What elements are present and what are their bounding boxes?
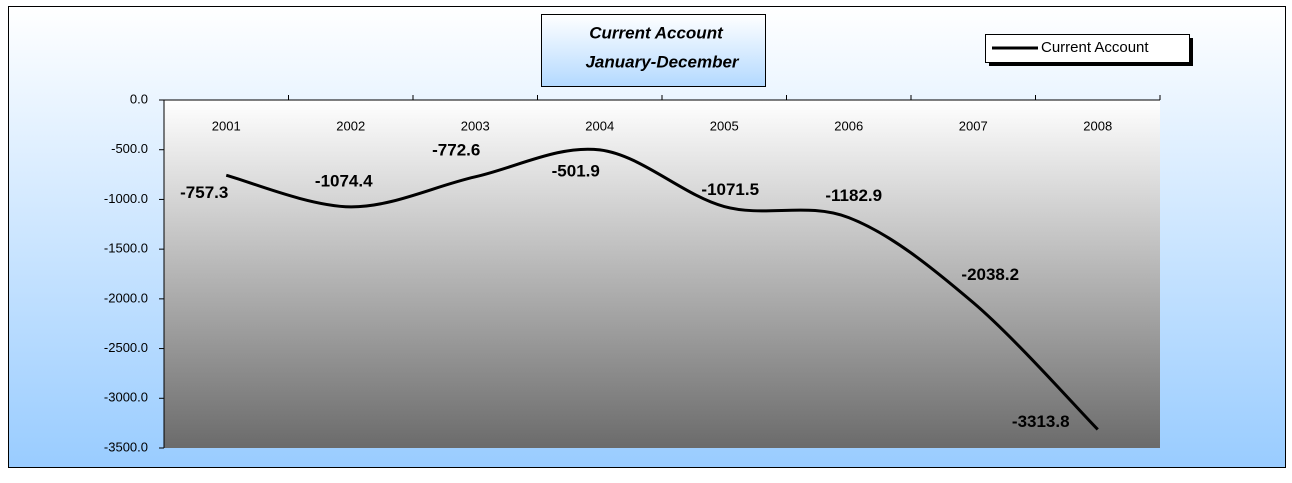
y-tick-label: -2500.0 <box>104 340 148 355</box>
y-tick-label: -3000.0 <box>104 390 148 405</box>
x-tick-label: 2002 <box>336 118 365 133</box>
data-label: -501.9 <box>552 161 600 180</box>
x-tick-label: 2007 <box>959 118 988 133</box>
legend-label: Current Account <box>1041 39 1149 56</box>
data-label: -772.6 <box>432 140 480 159</box>
chart-subtitle: January-December <box>585 52 739 71</box>
legend <box>985 34 1190 63</box>
y-tick-label: -3500.0 <box>104 439 148 454</box>
y-tick-label: -1000.0 <box>104 191 148 206</box>
data-label: -1182.9 <box>825 186 882 205</box>
data-label: -3313.8 <box>1012 412 1070 431</box>
x-tick-label: 2005 <box>710 118 739 133</box>
x-tick-label: 2003 <box>461 118 490 133</box>
title-box <box>541 14 766 87</box>
y-tick-label: -500.0 <box>111 141 148 156</box>
data-label: -757.3 <box>180 183 228 202</box>
x-tick-label: 2006 <box>834 118 863 133</box>
y-tick-label: 0.0 <box>130 91 148 106</box>
data-label: -2038.2 <box>961 265 1019 284</box>
chart-title: Current Account <box>589 23 724 42</box>
series-line <box>225 147 1099 431</box>
data-label: -1074.4 <box>315 171 373 190</box>
plot-area <box>164 100 1160 448</box>
x-tick-label: 2008 <box>1083 118 1112 133</box>
x-tick-label: 2001 <box>212 118 241 133</box>
y-tick-label: -2000.0 <box>104 290 148 305</box>
y-tick-label: -1500.0 <box>104 241 148 256</box>
x-tick-label: 2004 <box>585 118 614 133</box>
data-label: -1071.5 <box>701 180 759 199</box>
